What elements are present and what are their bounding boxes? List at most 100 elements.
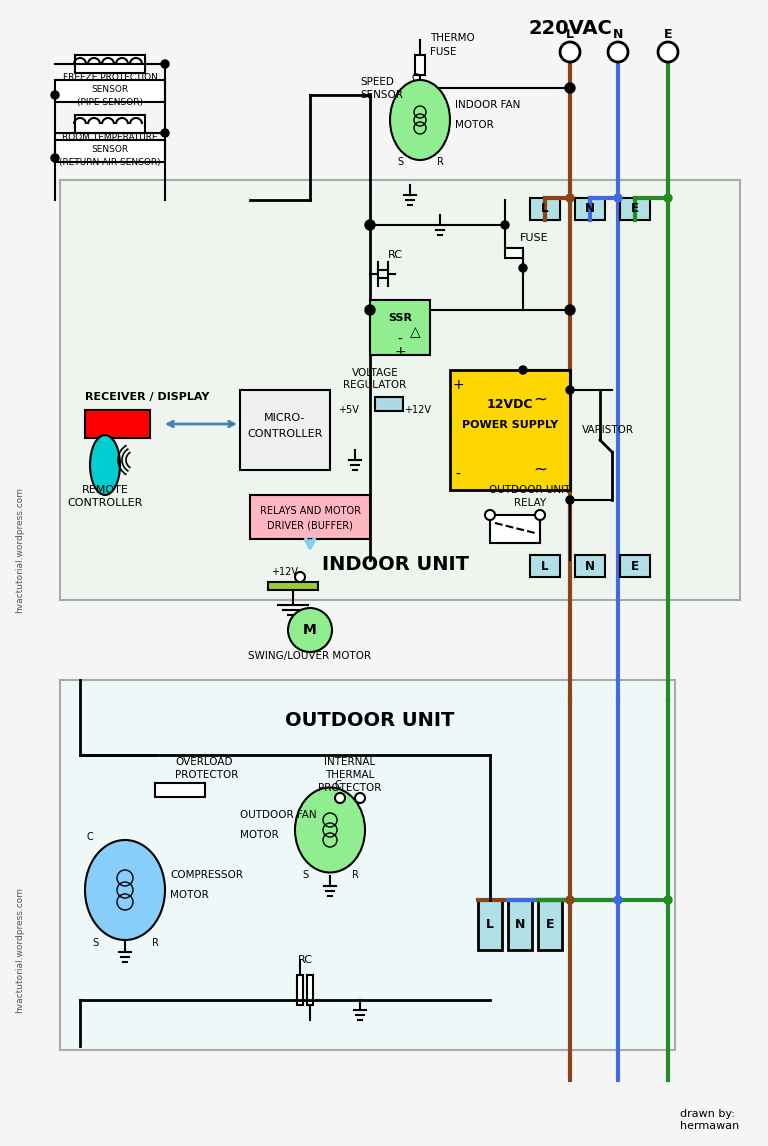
FancyBboxPatch shape [55, 140, 165, 162]
FancyBboxPatch shape [530, 555, 560, 576]
FancyBboxPatch shape [155, 783, 205, 796]
Text: S: S [302, 870, 308, 880]
Text: C: C [412, 73, 419, 83]
Text: C: C [335, 780, 341, 790]
Text: R: R [436, 157, 443, 167]
Text: N: N [585, 559, 595, 573]
Text: RELAYS AND MOTOR: RELAYS AND MOTOR [260, 507, 360, 516]
FancyBboxPatch shape [530, 198, 560, 220]
Circle shape [355, 793, 365, 803]
Text: R: R [151, 937, 158, 948]
FancyBboxPatch shape [620, 555, 650, 576]
Text: FREEZE PROTECTION: FREEZE PROTECTION [62, 73, 157, 83]
Text: drawn by:
hermawan: drawn by: hermawan [680, 1109, 740, 1131]
Circle shape [161, 60, 169, 68]
FancyBboxPatch shape [370, 300, 430, 355]
Circle shape [51, 154, 59, 162]
FancyBboxPatch shape [620, 198, 650, 220]
Ellipse shape [85, 840, 165, 940]
Ellipse shape [390, 80, 450, 160]
Text: +12V: +12V [272, 567, 299, 576]
Text: SENSOR: SENSOR [360, 91, 403, 100]
FancyBboxPatch shape [375, 397, 403, 411]
Text: E: E [631, 559, 639, 573]
Text: REMOTE: REMOTE [81, 485, 128, 495]
FancyBboxPatch shape [85, 410, 150, 438]
Text: SENSOR: SENSOR [91, 86, 128, 94]
FancyBboxPatch shape [478, 900, 502, 950]
FancyBboxPatch shape [60, 680, 675, 1050]
FancyBboxPatch shape [508, 900, 532, 950]
Text: RC: RC [388, 250, 402, 260]
Text: -: - [455, 468, 461, 482]
Text: RECEIVER / DISPLAY: RECEIVER / DISPLAY [85, 392, 210, 402]
Text: △: △ [409, 325, 420, 339]
Text: POWER SUPPLY: POWER SUPPLY [462, 419, 558, 430]
Circle shape [365, 305, 375, 315]
Circle shape [560, 42, 580, 62]
Text: R: R [352, 870, 359, 880]
Circle shape [566, 194, 574, 202]
Text: FUSE: FUSE [520, 233, 548, 243]
Text: REGULATOR: REGULATOR [343, 380, 406, 390]
Text: M: M [303, 623, 317, 637]
Text: E: E [546, 918, 554, 932]
Text: MICRO-: MICRO- [264, 413, 306, 423]
Text: 12VDC: 12VDC [487, 399, 533, 411]
Text: CONTROLLER: CONTROLLER [68, 499, 143, 508]
Circle shape [519, 366, 527, 374]
Text: 220VAC: 220VAC [528, 18, 612, 38]
Text: FUSE: FUSE [430, 47, 456, 57]
Text: E: E [664, 28, 672, 40]
FancyBboxPatch shape [538, 900, 562, 950]
Text: N: N [515, 918, 525, 932]
Circle shape [565, 305, 575, 315]
Circle shape [566, 386, 574, 394]
Text: THERMAL: THERMAL [326, 770, 375, 780]
Text: INDOOR UNIT: INDOOR UNIT [322, 556, 468, 574]
Text: SWING/LOUVER MOTOR: SWING/LOUVER MOTOR [248, 651, 372, 661]
Text: (RETURN AIR SENSOR): (RETURN AIR SENSOR) [59, 157, 161, 166]
Circle shape [566, 896, 574, 904]
Ellipse shape [295, 787, 365, 872]
FancyBboxPatch shape [55, 80, 165, 102]
FancyBboxPatch shape [415, 55, 425, 74]
Text: OUTDOOR UNIT: OUTDOOR UNIT [489, 485, 571, 495]
Circle shape [485, 510, 495, 520]
Circle shape [51, 91, 59, 99]
Circle shape [295, 572, 305, 582]
Circle shape [608, 42, 628, 62]
Circle shape [614, 896, 622, 904]
Circle shape [335, 793, 345, 803]
FancyBboxPatch shape [575, 555, 605, 576]
Circle shape [565, 83, 575, 93]
FancyBboxPatch shape [450, 370, 570, 490]
FancyBboxPatch shape [268, 582, 318, 590]
FancyBboxPatch shape [250, 495, 370, 539]
Text: DRIVER (BUFFER): DRIVER (BUFFER) [267, 520, 353, 529]
FancyBboxPatch shape [490, 515, 540, 543]
Circle shape [535, 510, 545, 520]
Circle shape [664, 194, 672, 202]
FancyBboxPatch shape [240, 390, 330, 470]
Text: L: L [541, 559, 549, 573]
Text: C: C [87, 832, 94, 842]
Text: +: + [394, 345, 406, 359]
FancyBboxPatch shape [505, 248, 523, 258]
Text: COMPRESSOR: COMPRESSOR [170, 870, 243, 880]
Text: SENSOR: SENSOR [91, 146, 128, 155]
Text: ~: ~ [533, 461, 547, 479]
Text: L: L [566, 28, 574, 40]
Text: OUTDOOR FAN: OUTDOOR FAN [240, 810, 316, 821]
Text: N: N [585, 203, 595, 215]
FancyBboxPatch shape [75, 115, 145, 133]
Circle shape [664, 896, 672, 904]
Text: RC: RC [297, 955, 313, 965]
Circle shape [566, 496, 574, 504]
Text: ROOM TEMPERATURE: ROOM TEMPERATURE [62, 133, 157, 142]
Circle shape [365, 220, 375, 230]
Text: OUTDOOR UNIT: OUTDOOR UNIT [286, 711, 455, 730]
Text: +12V: +12V [405, 405, 432, 415]
Text: RELAY: RELAY [514, 499, 546, 508]
FancyBboxPatch shape [297, 975, 303, 1005]
